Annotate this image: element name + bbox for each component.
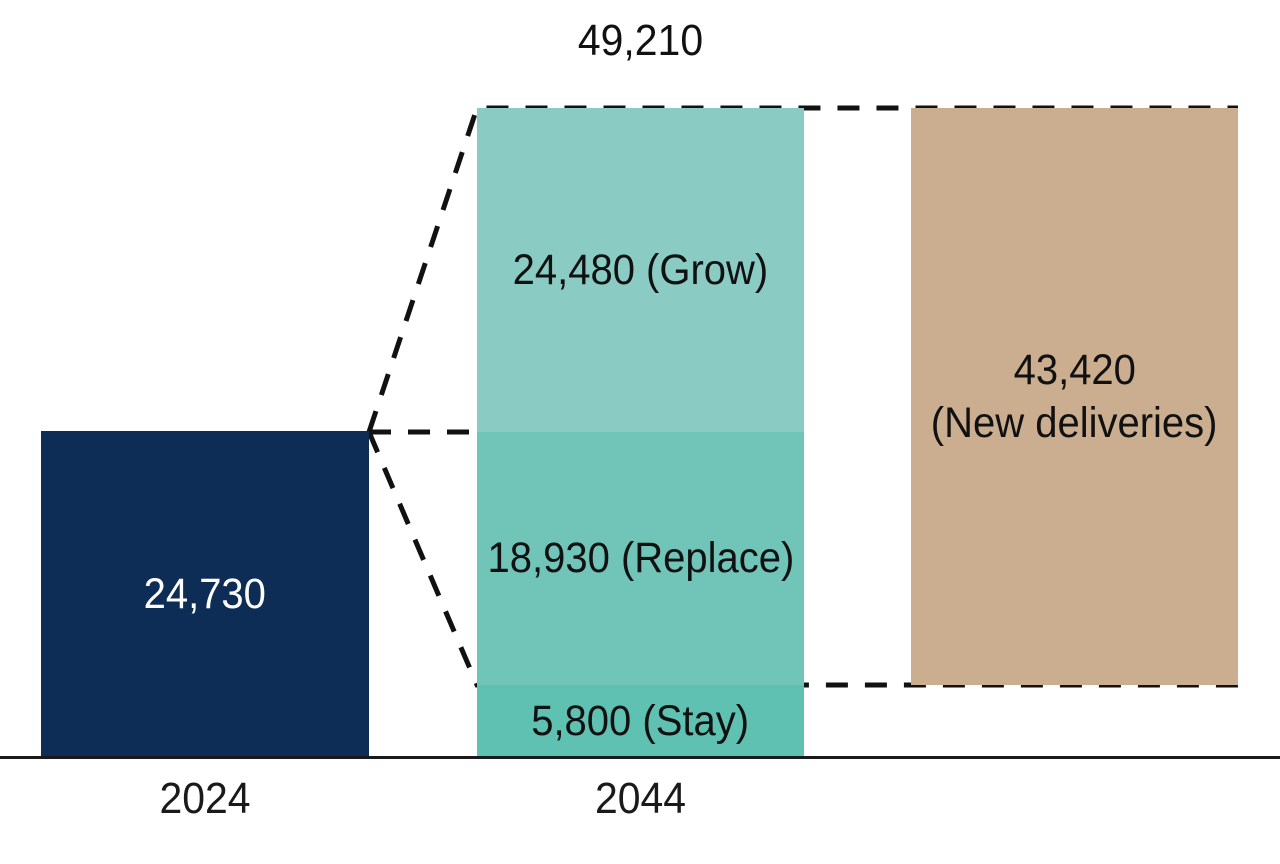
segment-grow-label: 24,480 (Grow) [512, 245, 769, 294]
x-axis-line [0, 756, 1280, 759]
bar-2024-fleet: 24,730 [41, 431, 369, 757]
new-deliveries-value-label: 43,420 [1013, 346, 1136, 395]
bar-new-deliveries: 43,420 (New deliveries) [911, 108, 1238, 685]
segment-stay-label: 5,800 (Stay) [531, 696, 750, 745]
segment-stay: 5,800 (Stay) [477, 685, 804, 757]
segment-replace: 18,930 (Replace) [477, 432, 804, 685]
x-axis-tick-2044: 2044 [477, 772, 804, 826]
segment-replace-label: 18,930 (Replace) [487, 534, 794, 583]
x-axis-tick-2044-text: 2044 [594, 774, 687, 823]
segment-grow: 24,480 (Grow) [477, 108, 804, 432]
x-axis-tick-2024: 2024 [41, 772, 369, 826]
total-2044-value: 49,210 [577, 16, 704, 65]
bar-2024-value-label: 24,730 [143, 569, 267, 618]
total-2044-label: 49,210 [477, 14, 804, 68]
new-deliveries-name-label: (New deliveries) [931, 398, 1218, 447]
x-axis-tick-2024-text: 2024 [159, 774, 251, 823]
